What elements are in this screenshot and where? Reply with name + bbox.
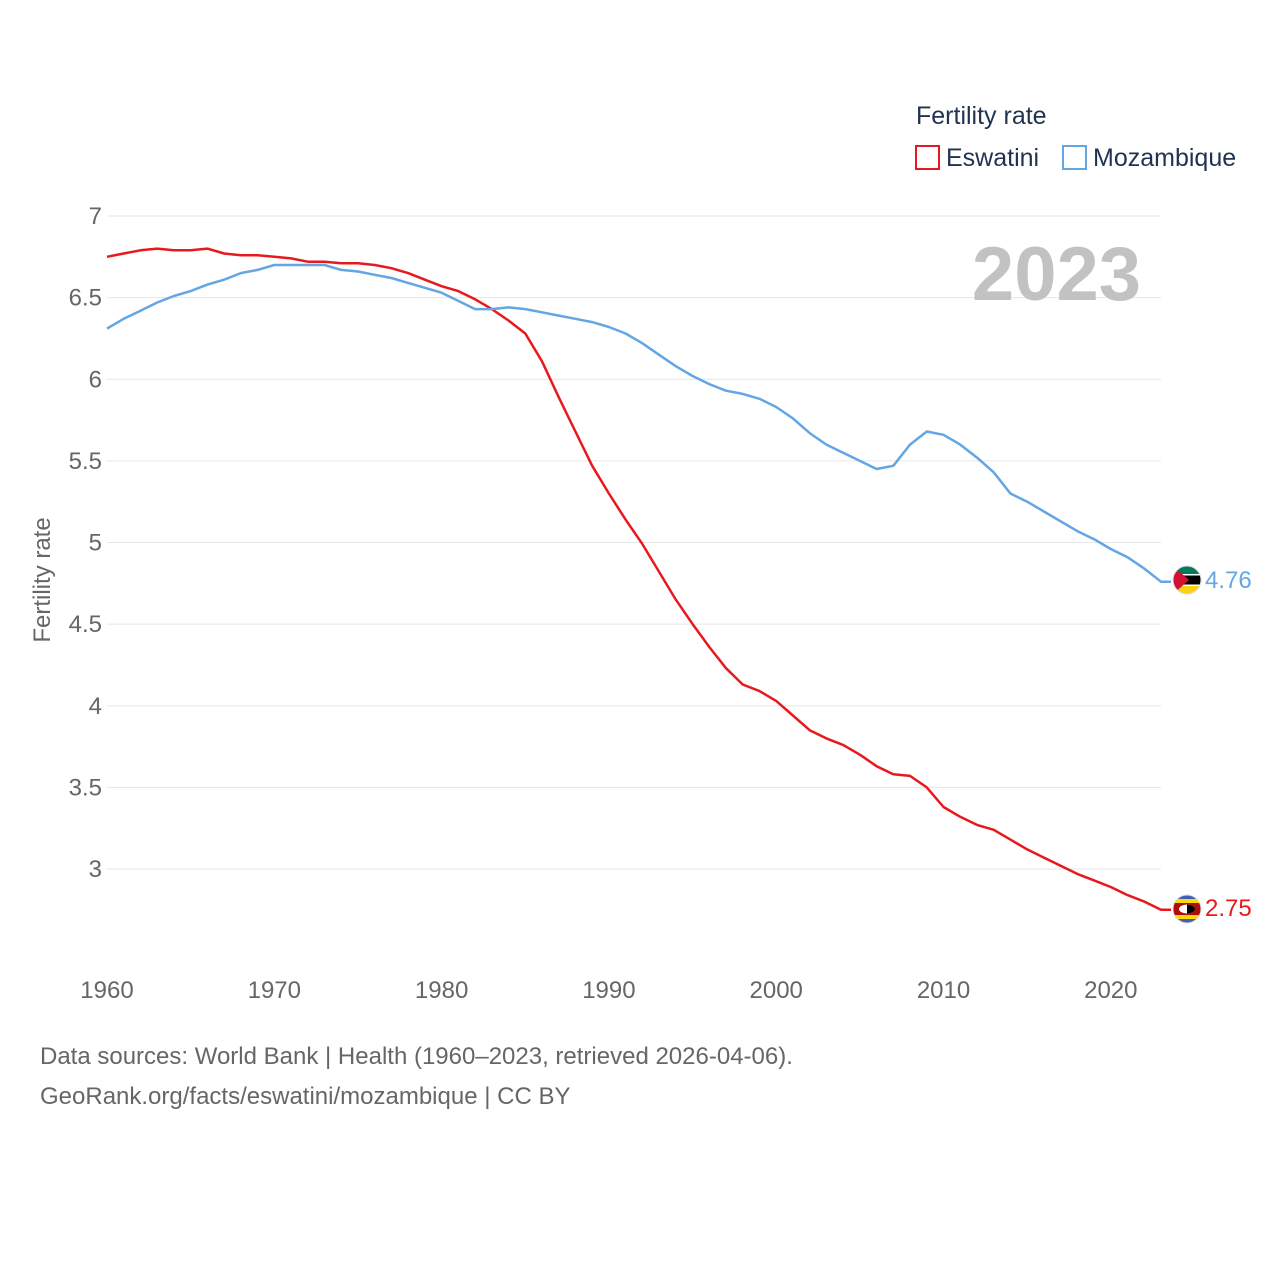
gridlines: [107, 215, 1161, 870]
mozambique-flag-icon: [1172, 565, 1202, 595]
x-tick-label: 2000: [750, 977, 803, 1004]
y-axis-title: Fertility rate: [29, 517, 56, 642]
y-tick-label: 3.5: [69, 774, 102, 801]
footer-sources: Data sources: World Bank | Health (1960–…: [40, 1043, 793, 1070]
year-watermark: 2023: [972, 232, 1141, 317]
y-tick-label: 6.5: [69, 285, 102, 312]
x-tick-label: 1960: [80, 977, 133, 1004]
y-tick-label: 7: [89, 203, 102, 230]
end-label-mozambique: 4.76: [1205, 567, 1252, 594]
series-line-eswatini: [106, 247, 1171, 912]
end-label-eswatini: 2.75: [1205, 895, 1252, 922]
x-axis-ticks: 1960 1970 1980 1990 2000 2010 2020: [80, 977, 1137, 1004]
legend-swatch-eswatini: [915, 145, 940, 170]
y-tick-label: 5.5: [69, 448, 102, 475]
footer-credit[interactable]: GeoRank.org/facts/eswatini/mozambique | …: [40, 1083, 571, 1110]
legend-label-mozambique: Mozambique: [1093, 144, 1236, 172]
x-tick-label: 1970: [248, 977, 301, 1004]
series-line-mozambique: [106, 263, 1171, 583]
legend-label-eswatini: Eswatini: [946, 144, 1039, 172]
y-tick-label: 3: [89, 856, 102, 883]
x-tick-label: 1980: [415, 977, 468, 1004]
y-tick-label: 4.5: [69, 611, 102, 638]
y-tick-label: 5: [89, 530, 102, 557]
y-axis-ticks: 3 3.5 4 4.5 5 5.5 6 6.5 7: [69, 203, 102, 883]
legend-swatch-mozambique: [1062, 145, 1087, 170]
legend-item-eswatini[interactable]: Eswatini: [915, 144, 1039, 172]
y-tick-label: 6: [89, 366, 102, 393]
x-tick-label: 2010: [917, 977, 970, 1004]
y-tick-label: 4: [89, 693, 102, 720]
legend-item-mozambique[interactable]: Mozambique: [1062, 144, 1236, 172]
x-tick-label: 2020: [1084, 977, 1137, 1004]
eswatini-flag-icon: [1172, 894, 1202, 924]
legend-title: Fertility rate: [916, 102, 1047, 130]
x-tick-label: 1990: [582, 977, 635, 1004]
